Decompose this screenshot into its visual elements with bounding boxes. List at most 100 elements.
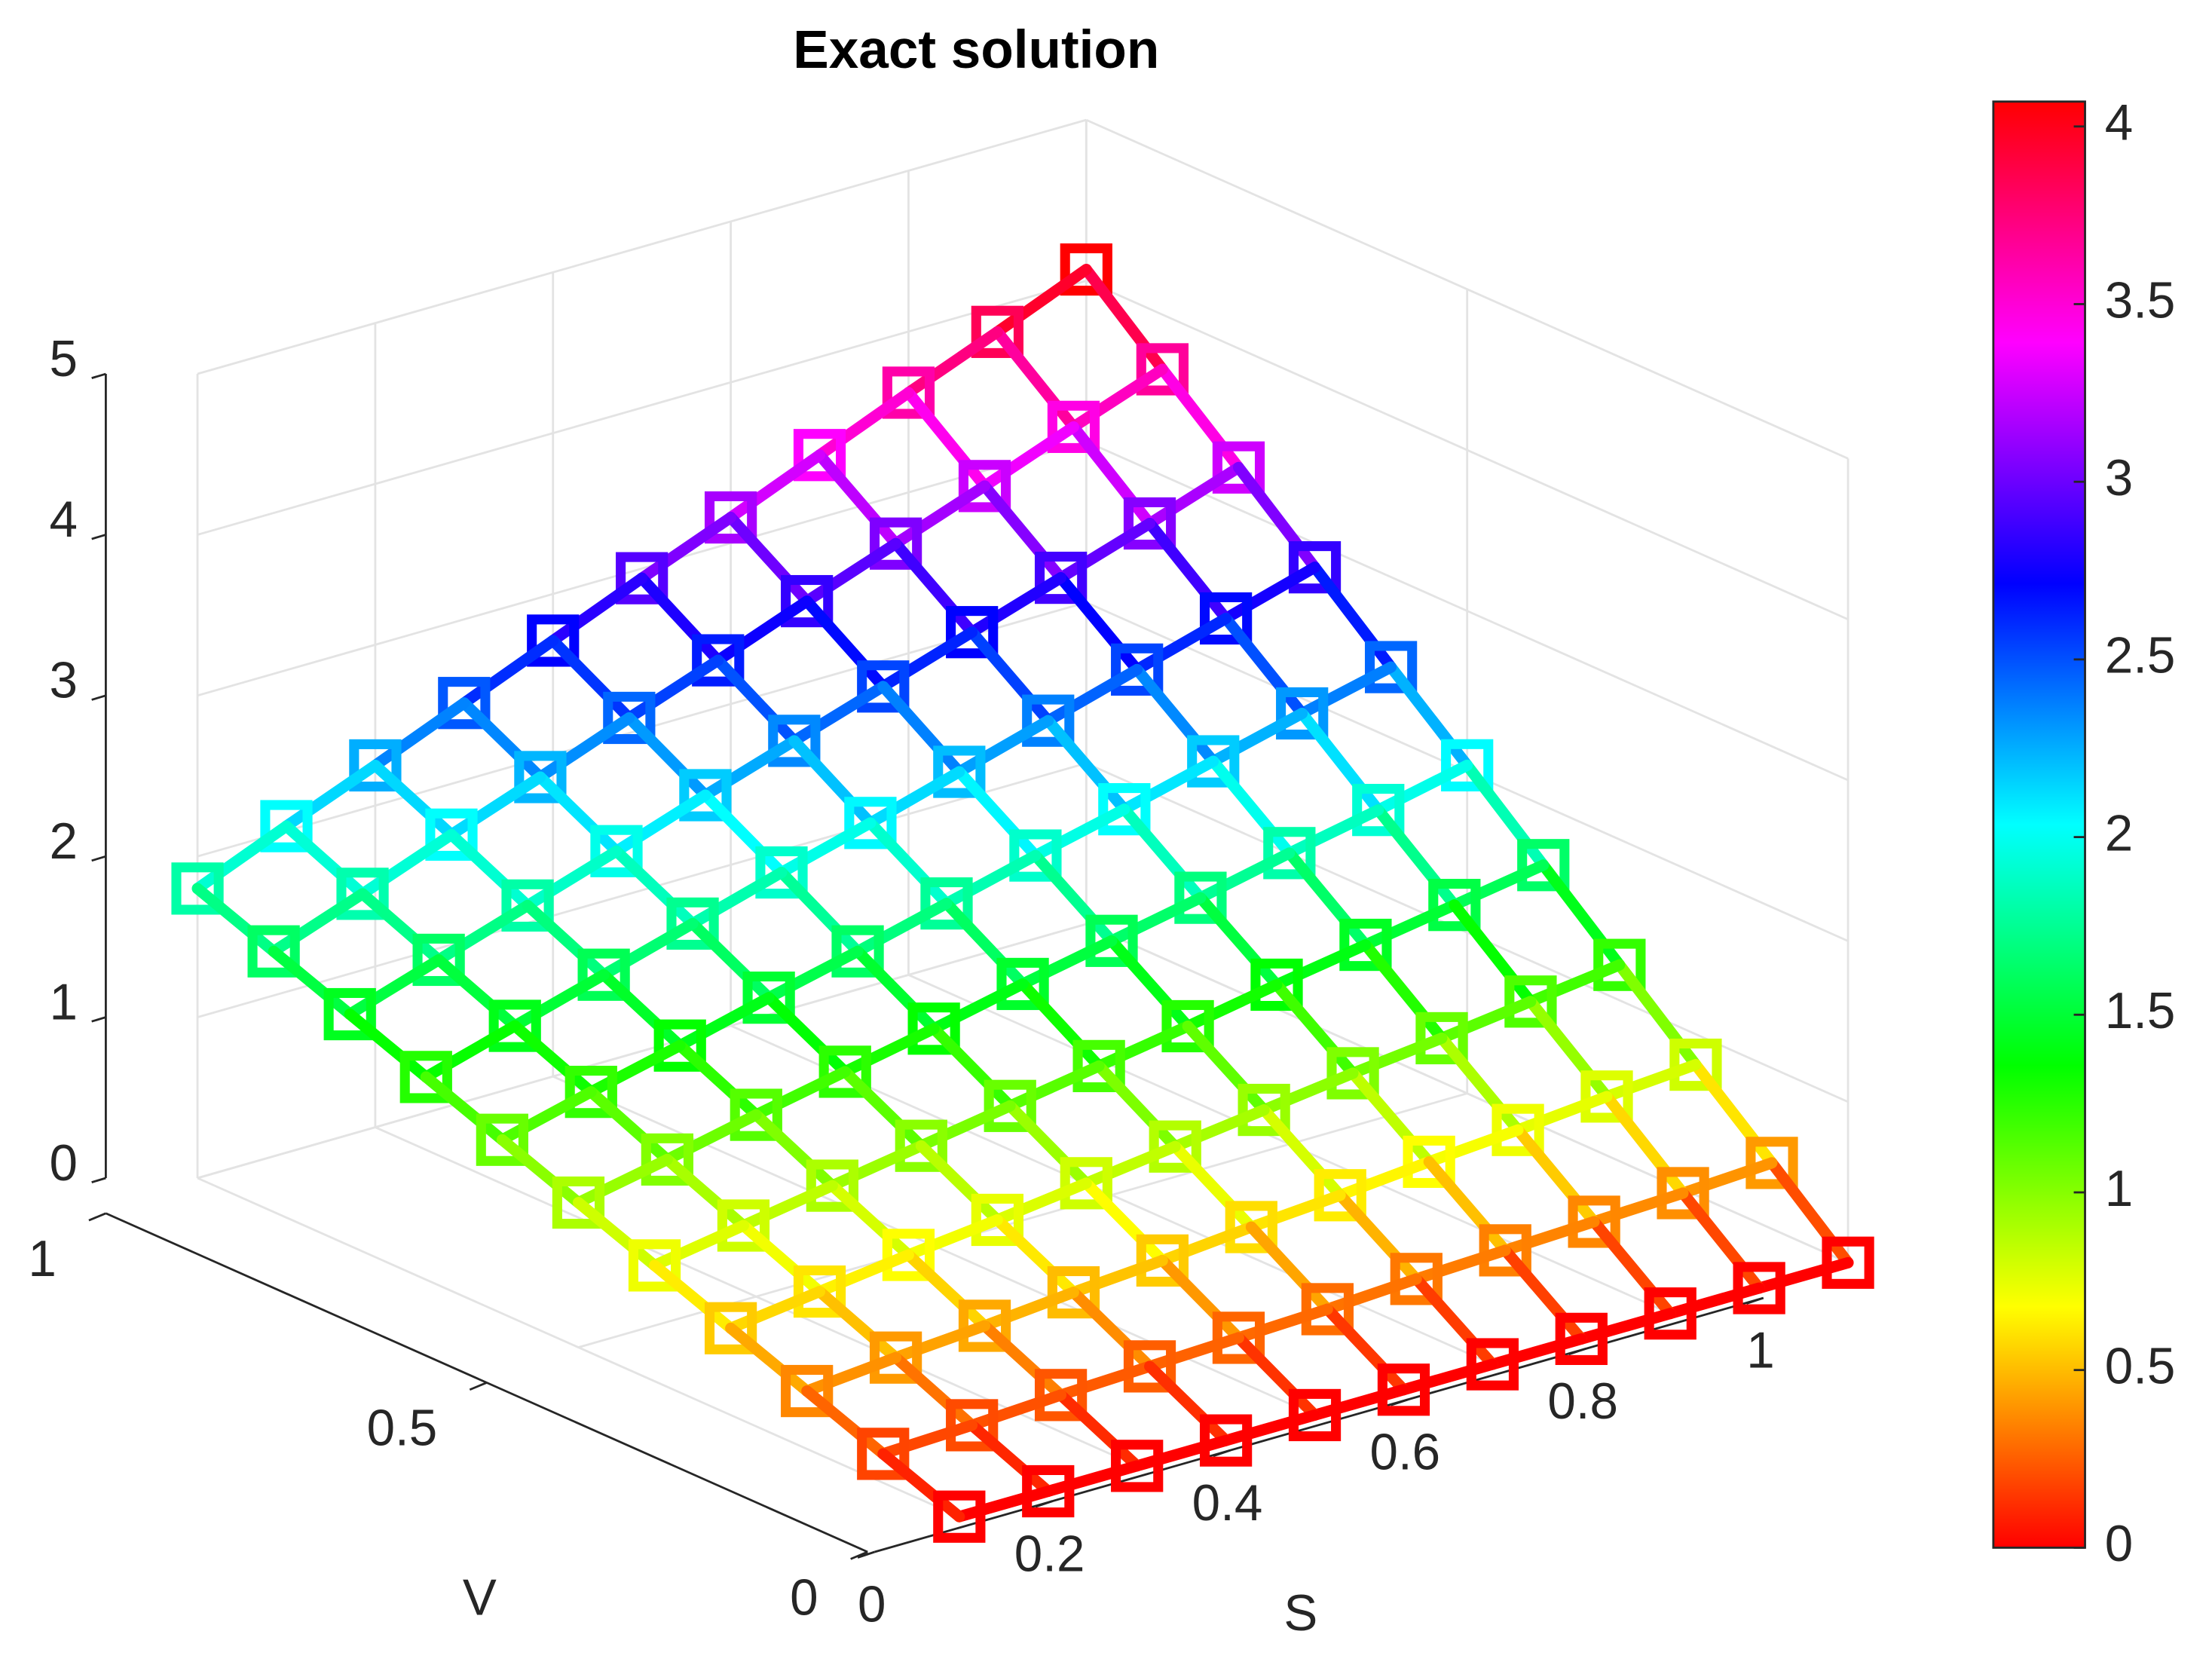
y-tick-label: 0.5 [367, 1400, 438, 1457]
colorbar-tick-label: 4 [2105, 95, 2133, 151]
mesh-edge [1449, 899, 1537, 1008]
mesh-edge [572, 1197, 661, 1272]
data-marker [1733, 1262, 1785, 1314]
data-marker [641, 1133, 693, 1186]
data-marker [1479, 1224, 1531, 1277]
mesh-edge [1156, 1254, 1244, 1344]
z-tick [91, 1177, 106, 1183]
mesh-edge [877, 1448, 965, 1523]
mesh-edge [1182, 1021, 1270, 1116]
mesh-edge [979, 421, 1079, 492]
data-marker [730, 1088, 782, 1141]
mesh-edge [268, 888, 369, 957]
mesh-edge [902, 1213, 1003, 1261]
data-marker [1580, 1070, 1633, 1123]
mesh-edge [1144, 461, 1244, 529]
data-marker [857, 660, 910, 713]
mesh-edge [356, 888, 445, 966]
mesh-edge [1258, 1067, 1359, 1116]
mesh-edge [966, 572, 1067, 638]
mesh-edge [522, 845, 623, 911]
mesh-edge [598, 969, 686, 1051]
colorbar-tick-label: 1.5 [2105, 983, 2176, 1039]
mesh-edge [864, 817, 953, 910]
mesh-edge [991, 326, 1079, 433]
y-axis-label: V [463, 1569, 497, 1626]
data-marker [882, 1229, 935, 1281]
mesh-edge [1144, 1332, 1244, 1373]
mesh-edge [814, 1286, 902, 1363]
data-marker [349, 739, 402, 792]
mesh-edge [890, 1320, 991, 1363]
data-marker [1745, 1137, 1798, 1189]
data-marker [1123, 1340, 1176, 1393]
data-marker [527, 614, 580, 667]
mesh-edge [1283, 804, 1384, 859]
mesh-edge [687, 867, 788, 929]
mesh-edge [1093, 1060, 1181, 1152]
mesh-edge [1017, 935, 1118, 990]
mesh-edge [534, 712, 635, 783]
data-marker [476, 1113, 528, 1166]
data-marker [171, 862, 224, 915]
mesh-edge [687, 917, 775, 1004]
mesh-edge [839, 1066, 927, 1152]
mesh-edge [1423, 1124, 1524, 1168]
data-marker [1415, 1011, 1468, 1065]
mesh-edge [725, 449, 826, 524]
mesh-edge [1118, 803, 1207, 904]
data-marker [793, 1265, 846, 1318]
mesh-edge [1677, 1187, 1765, 1294]
data-marker [857, 1428, 910, 1480]
mesh-edge [585, 1039, 686, 1098]
data-marker [920, 877, 973, 930]
data-marker [628, 1239, 681, 1292]
z-tick [91, 534, 106, 540]
data-marker [1403, 1135, 1455, 1189]
mesh-edge [979, 1287, 1079, 1332]
mesh-edge [649, 1259, 737, 1334]
mesh-edge [1245, 1221, 1333, 1315]
mesh-edge [814, 387, 914, 461]
mesh-edge [712, 654, 800, 747]
mesh-edge [1106, 935, 1194, 1032]
mesh-edge [344, 953, 445, 1021]
mesh-edge [344, 1008, 432, 1083]
mesh-edge [1169, 1104, 1270, 1152]
mesh-edge [1080, 1140, 1181, 1189]
data-marker [590, 825, 643, 877]
mesh-edge [420, 1071, 508, 1146]
data-marker [984, 1079, 1036, 1132]
mesh-edge [1283, 847, 1372, 951]
data-marker [768, 715, 821, 767]
mesh-edge [280, 820, 369, 900]
y-tick [469, 1382, 488, 1391]
data-marker [1098, 783, 1151, 836]
x-tick [1035, 1500, 1053, 1508]
mesh-edge [966, 1389, 1067, 1431]
mesh-edge [191, 820, 292, 895]
mesh-edge [725, 512, 813, 607]
mesh-edge [953, 766, 1042, 862]
y-tick [850, 1550, 868, 1560]
surface [171, 243, 1874, 1543]
mesh-edge [369, 759, 457, 840]
x-tick-label: 0 [858, 1577, 886, 1633]
data-marker [260, 800, 313, 852]
mesh-edge [1436, 996, 1537, 1044]
mesh-edge [1004, 1100, 1092, 1189]
mesh-edge [1296, 708, 1384, 816]
mesh-edge [1017, 978, 1105, 1072]
data-marker [1517, 839, 1570, 892]
z-tick-label: 3 [49, 653, 77, 709]
mesh-edge [953, 1486, 1054, 1523]
mesh-edge [534, 771, 623, 857]
mesh-edge [979, 480, 1067, 584]
mesh-edge [509, 969, 610, 1032]
mesh-edge [1195, 847, 1296, 904]
data-marker [806, 1159, 858, 1212]
data-marker [1822, 1236, 1874, 1289]
x-tick [1391, 1398, 1409, 1406]
data-marker [1212, 441, 1265, 494]
